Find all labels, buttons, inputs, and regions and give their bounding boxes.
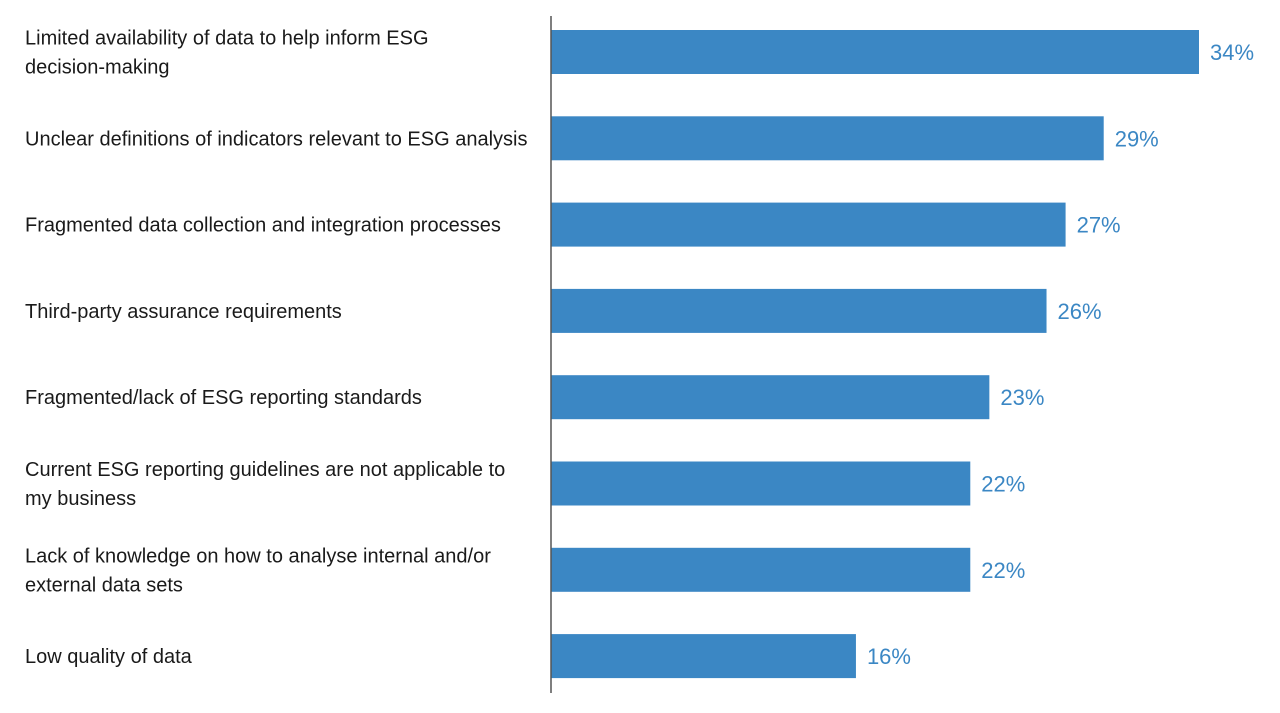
category-label-line: Fragmented/lack of ESG reporting standar… xyxy=(25,387,422,409)
category-labels: Limited availability of data to help inf… xyxy=(25,28,527,669)
category-label: Fragmented/lack of ESG reporting standar… xyxy=(25,387,422,409)
bar xyxy=(551,288,1047,333)
value-label: 22% xyxy=(981,558,1025,583)
category-label-line: Low quality of data xyxy=(25,646,193,668)
category-label-line: Lack of knowledge on how to analyse inte… xyxy=(25,545,491,567)
value-label: 26% xyxy=(1058,299,1102,324)
category-label: Fragmented data collection and integrati… xyxy=(25,215,501,237)
bar xyxy=(551,461,971,506)
value-label: 34% xyxy=(1210,40,1254,65)
category-label-line: Third-party assurance requirements xyxy=(25,301,342,323)
bar xyxy=(551,634,856,679)
category-label: Current ESG reporting guidelines are not… xyxy=(25,459,505,510)
bar xyxy=(551,30,1199,74)
bars xyxy=(551,30,1199,679)
category-label-line: Fragmented data collection and integrati… xyxy=(25,215,501,237)
category-label: Limited availability of data to help inf… xyxy=(25,28,429,79)
category-label: Unclear definitions of indicators releva… xyxy=(25,128,527,150)
bar xyxy=(551,375,990,420)
bar xyxy=(551,547,971,592)
value-label: 22% xyxy=(981,472,1025,497)
category-label-line: Unclear definitions of indicators releva… xyxy=(25,128,527,150)
value-labels: 34% 29% 27% 26% 23% 22% 22% 16% xyxy=(867,40,1254,669)
category-label-line: my business xyxy=(25,488,136,510)
category-label: Third-party assurance requirements xyxy=(25,301,342,323)
category-label-line: Limited availability of data to help inf… xyxy=(25,28,429,50)
category-label-line: decision-making xyxy=(25,57,170,79)
value-label: 23% xyxy=(1000,385,1044,410)
value-label: 16% xyxy=(867,644,911,669)
bar xyxy=(551,116,1104,161)
value-label: 29% xyxy=(1115,126,1159,151)
category-label: Lack of knowledge on how to analyse inte… xyxy=(25,545,491,596)
value-label: 27% xyxy=(1077,213,1121,238)
category-label: Low quality of data xyxy=(25,646,193,668)
bar xyxy=(551,202,1066,247)
category-label-line: external data sets xyxy=(25,574,183,596)
category-label-line: Current ESG reporting guidelines are not… xyxy=(25,459,505,481)
